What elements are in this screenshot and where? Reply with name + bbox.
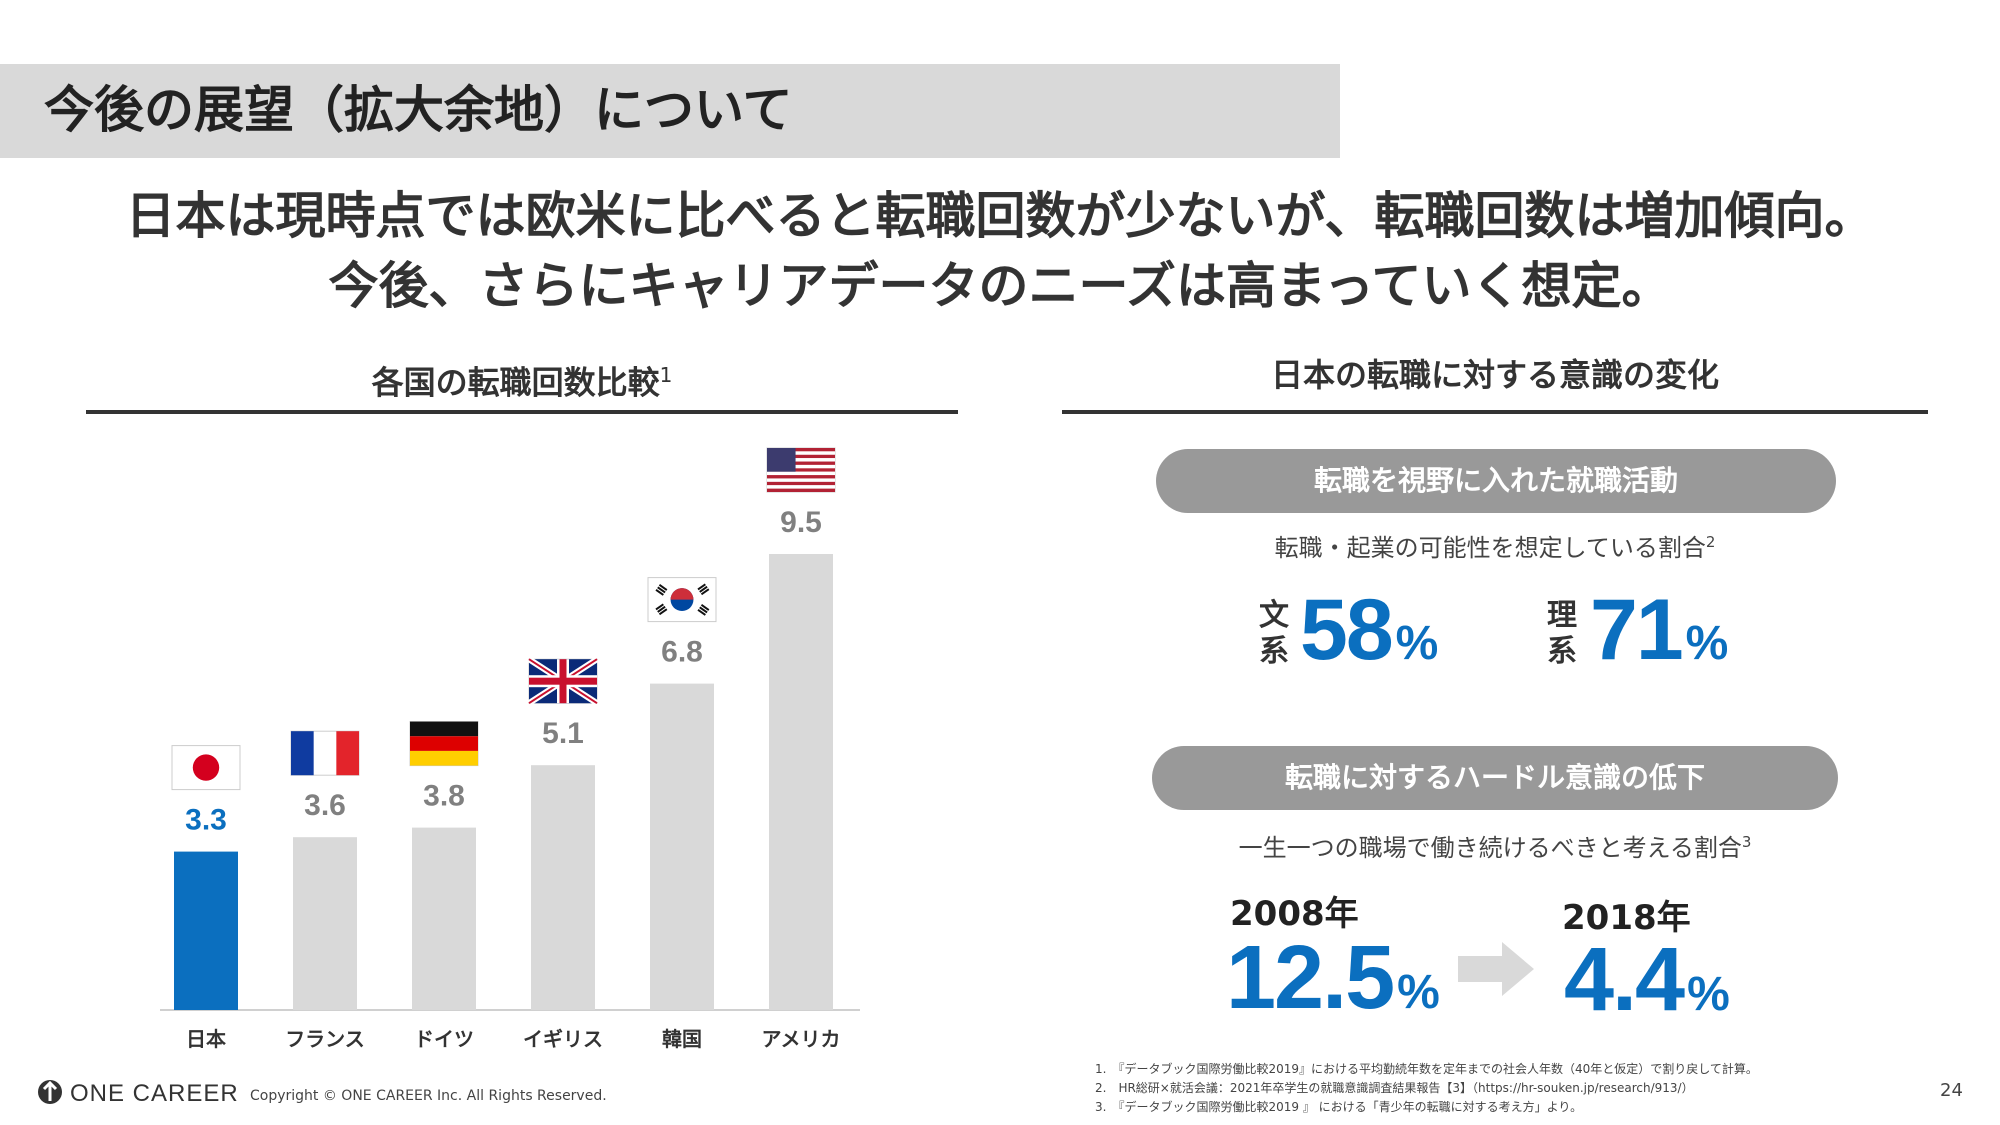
category-label-0: 日本 <box>186 1027 226 1051</box>
japan-flag-icon <box>171 745 241 791</box>
humanities-percentage: 58% <box>1300 580 1438 694</box>
humanities-label-char-1: 文 <box>1259 598 1289 633</box>
category-label-1: フランス <box>285 1027 365 1051</box>
value-2008-unit: % <box>1397 966 1440 1019</box>
pill-job-hunting: 転職を視野に入れた就職活動 <box>1156 449 1836 513</box>
turnover-bar-chart: 3.3 日本 3.6 フランス 3.8 ドイツ 5.1 イギリス 6.8 韓国 9.5 アメリカ <box>160 447 860 1051</box>
bar-1 <box>293 837 357 1010</box>
value-2018: 4.4% <box>1564 930 1730 1045</box>
one-career-logo-icon <box>38 1080 62 1104</box>
subtitle-intent-ratio-text: 転職・起業の可能性を想定している割合 <box>1274 534 1706 562</box>
bar-3 <box>531 765 595 1010</box>
footnote-1: 1. 『データブック国際労働比較2019』における平均勤続年数を定年までの社会人… <box>1095 1062 1758 1076</box>
value-label-0: 3.3 <box>185 804 227 837</box>
footer-brand: ONE CAREER <box>70 1080 239 1107</box>
left-section-title-text: 各国の転職回数比較 <box>371 363 660 402</box>
sciences-label: 理 系 <box>1542 598 1582 670</box>
sciences-label-char-1: 理 <box>1547 598 1577 633</box>
bar-4 <box>650 683 714 1010</box>
headline-line-2: 今後、さらにキャリアデータのニーズは高まっていく想定。 <box>328 257 1672 315</box>
value-label-3: 5.1 <box>542 717 584 750</box>
value-2018-unit: % <box>1687 968 1730 1021</box>
category-label-5: アメリカ <box>762 1027 841 1051</box>
france-flag-icon <box>290 730 360 776</box>
year-2008: 2008年 <box>1230 894 1359 934</box>
value-label-1: 3.6 <box>304 789 346 822</box>
left-section-title: 各国の転職回数比較1 <box>86 354 958 404</box>
right-section-rule <box>1062 410 1928 414</box>
humanities-label-char-2: 系 <box>1259 634 1289 669</box>
category-label-2: ドイツ <box>414 1027 474 1051</box>
bar-0 <box>174 851 238 1010</box>
right-section-title: 日本の転職に対する意識の変化 <box>1270 356 1719 394</box>
copyright: Copyright © ONE CAREER Inc. All Rights R… <box>250 1088 607 1104</box>
value-label-2: 3.8 <box>423 780 465 813</box>
usa-flag-icon <box>766 447 836 493</box>
subtitle-intent-ratio: 転職・起業の可能性を想定している割合2 <box>1062 528 1928 563</box>
arrow-right-icon <box>1458 942 1534 996</box>
value-2008: 12.5% <box>1226 928 1440 1043</box>
category-label-3: イギリス <box>523 1027 603 1051</box>
sciences-unit: % <box>1685 617 1729 670</box>
footnote-ref-1: 1 <box>659 363 673 387</box>
bar-2 <box>412 827 476 1010</box>
footnote-ref-2: 2 <box>1705 533 1716 551</box>
footnote-2: 2. HR総研×就活会議：2021年卒学生の就職意識調査結果報告【3】（http… <box>1095 1081 1694 1095</box>
sciences-label-char-2: 系 <box>1547 634 1577 669</box>
sciences-value: 71 <box>1590 582 1684 678</box>
humanities-value: 58 <box>1300 582 1394 678</box>
title-band <box>0 64 1340 158</box>
footnote-3: 3. 『データブック国際労働比較2019 』 における「青少年の転職に対する考え… <box>1095 1100 1583 1114</box>
sciences-percentage: 71% <box>1590 580 1728 694</box>
germany-flag-icon <box>409 721 479 767</box>
left-section-rule <box>86 410 958 414</box>
subtitle-lifetime-ratio-text: 一生一つの職場で働き続けるべきと考える割合 <box>1238 834 1742 862</box>
korea-flag-icon <box>647 577 717 623</box>
humanities-unit: % <box>1395 617 1439 670</box>
humanities-label: 文 系 <box>1254 598 1294 670</box>
value-2018-number: 4.4 <box>1564 930 1685 1030</box>
bar-5 <box>769 554 833 1010</box>
footnote-ref-3: 3 <box>1741 833 1752 851</box>
uk-flag-icon <box>527 656 599 706</box>
value-label-5: 9.5 <box>780 506 822 539</box>
subtitle-lifetime-ratio: 一生一つの職場で働き続けるべきと考える割合3 <box>1062 828 1928 863</box>
headline-line-1: 日本は現時点では欧米に比べると転職回数が少ないが、転職回数は増加傾向。 <box>125 187 1875 245</box>
year-2018: 2018年 <box>1562 898 1691 938</box>
page-number: 24 <box>1940 1080 1963 1101</box>
footnotes: 1. 『データブック国際労働比較2019』における平均勤続年数を定年までの社会人… <box>1095 1060 1758 1117</box>
page-title: 今後の展望（拡大余地）について <box>44 81 793 139</box>
category-label-4: 韓国 <box>662 1027 702 1051</box>
value-label-4: 6.8 <box>661 636 703 669</box>
value-2008-number: 12.5 <box>1226 928 1395 1028</box>
pill-hurdle-decline: 転職に対するハードル意識の低下 <box>1152 746 1838 810</box>
